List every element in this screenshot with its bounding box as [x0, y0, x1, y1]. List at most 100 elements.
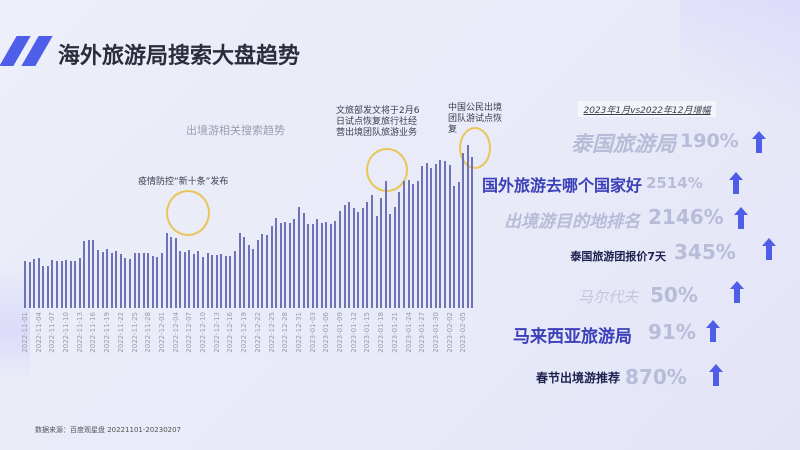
bar	[224, 256, 227, 308]
bar	[28, 262, 31, 308]
bar	[129, 259, 131, 308]
bar	[160, 253, 163, 308]
bar	[393, 207, 396, 308]
bar	[370, 195, 373, 308]
bar	[462, 153, 465, 308]
up-arrow-icon	[706, 320, 720, 342]
period-label-box	[578, 101, 716, 117]
bar	[348, 202, 351, 308]
bar	[361, 208, 364, 308]
bar	[329, 224, 332, 308]
bar	[457, 182, 460, 308]
bar	[366, 202, 369, 308]
x-tick-label: 2023-01-12	[349, 312, 358, 353]
bar	[220, 254, 223, 308]
bar	[101, 252, 104, 308]
x-tick-label: 2023-01-27	[418, 312, 427, 353]
bar	[206, 253, 209, 308]
bar	[211, 255, 214, 308]
bar	[252, 249, 255, 308]
x-tick-label: 2022-11-25	[130, 312, 139, 353]
bar	[46, 266, 49, 308]
growth-percent: 50%	[650, 283, 698, 307]
bar	[110, 253, 113, 308]
bar	[343, 205, 346, 308]
highlight-circle	[366, 148, 408, 192]
bar	[425, 163, 428, 308]
annotation-new-ten-rules: 疫情防控“新十条”发布	[138, 177, 229, 187]
bar	[51, 260, 54, 308]
bar	[138, 253, 141, 308]
bar	[412, 184, 415, 308]
bar	[174, 238, 177, 308]
bar	[115, 251, 118, 308]
bar	[83, 241, 86, 308]
up-arrow-icon	[729, 172, 743, 194]
x-tick-label: 2022-11-19	[103, 312, 112, 353]
bar	[407, 180, 410, 308]
chart-title: 出境游相关搜索趋势	[186, 124, 285, 137]
bar	[398, 192, 401, 308]
bar	[87, 240, 90, 308]
bar	[183, 252, 186, 308]
bar	[238, 233, 241, 308]
bar	[65, 260, 68, 308]
bar	[247, 245, 250, 308]
bar	[261, 234, 264, 308]
bar	[421, 166, 424, 308]
bar	[444, 161, 447, 308]
bar	[380, 198, 383, 308]
bar	[375, 216, 378, 308]
x-tick-label: 2022-11-16	[89, 312, 98, 353]
bar	[124, 258, 127, 308]
bar	[42, 266, 45, 308]
x-tick-label: 2023-01-18	[377, 312, 386, 353]
up-arrow-icon	[752, 131, 766, 153]
x-tick-label: 2022-12-31	[294, 312, 303, 353]
x-tick-label: 2023-01-03	[308, 312, 317, 353]
bar	[106, 249, 109, 308]
bar	[311, 224, 314, 308]
bar	[229, 256, 232, 308]
x-tick-label: 2022-12-10	[199, 312, 208, 353]
bar	[448, 165, 451, 308]
annotation-line: 复	[448, 125, 458, 135]
decorative-corner-top-right	[680, 0, 800, 140]
bar	[165, 233, 168, 308]
bar	[151, 256, 154, 308]
up-arrow-icon	[762, 238, 776, 260]
x-tick-label: 2023-01-30	[431, 312, 440, 353]
x-tick-label: 2022-11-07	[48, 312, 57, 353]
bar	[119, 254, 122, 308]
bar	[389, 214, 392, 308]
x-tick-label: 2022-11-10	[62, 312, 71, 353]
growth-keyword: 泰国旅游团报价7天	[570, 250, 666, 263]
growth-keyword: 马尔代夫	[577, 288, 638, 306]
bar	[316, 219, 319, 308]
annotation-line: 团队游试点恢	[448, 114, 503, 124]
bar	[215, 255, 218, 308]
bar	[320, 223, 323, 308]
x-tick-label: 2023-01-24	[404, 312, 413, 353]
bar	[416, 181, 419, 308]
bar	[265, 235, 268, 308]
x-tick-label: 2022-12-01	[157, 312, 166, 353]
bar	[97, 250, 100, 308]
x-tick-label: 2022-12-28	[281, 312, 290, 353]
page-title: 海外旅游局搜索大盘趋势	[58, 44, 301, 69]
bar	[147, 253, 150, 308]
bar	[69, 261, 72, 308]
bar	[197, 251, 200, 308]
annotation-group-tour-resume: 中国公民出境 团队游试点恢 复	[448, 103, 502, 136]
bar	[55, 261, 58, 308]
bar	[288, 223, 291, 308]
bar	[92, 240, 95, 308]
x-tick-label: 2023-02-05	[459, 312, 468, 353]
growth-keyword: 出境游目的地排名	[504, 212, 640, 232]
highlight-circle	[459, 127, 491, 169]
x-tick-label: 2022-11-04	[34, 312, 43, 353]
bar	[471, 157, 474, 308]
x-tick-label: 2022-12-13	[212, 312, 221, 353]
period-label: 2023年1月vs2022年12月增幅	[583, 106, 711, 116]
x-tick-label: 2023-01-15	[363, 312, 372, 353]
